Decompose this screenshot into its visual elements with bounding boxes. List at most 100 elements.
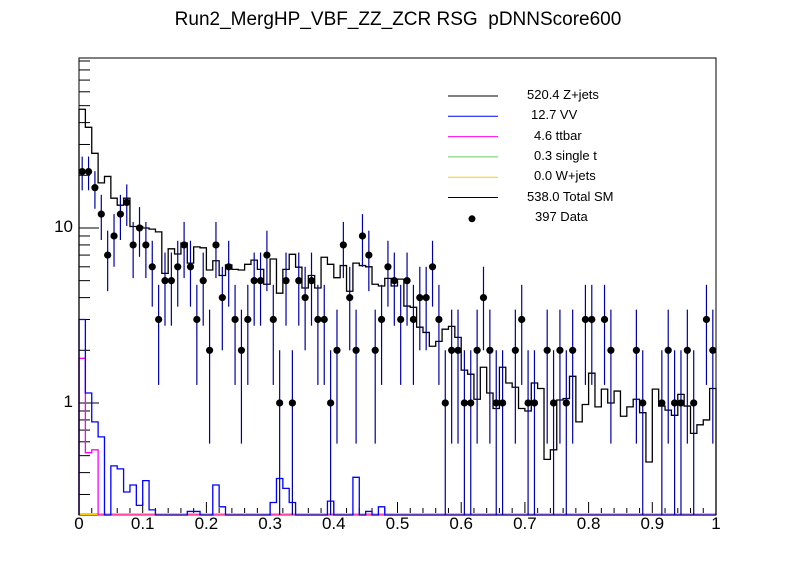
data-point [256,277,265,285]
data-point [110,232,118,240]
data-point [97,210,105,218]
legend-entry-label: 0.3 single t [534,147,597,163]
data-point [129,241,137,249]
data-point [91,184,99,192]
data-point [142,241,150,249]
data-point [358,232,367,240]
x-tick-label: 0.2 [194,514,219,533]
legend-entry-label: 538.0 Total SM [527,188,614,204]
data-point [365,251,373,259]
data-point [167,277,175,285]
data-point [670,399,679,407]
data-point [301,294,309,302]
x-tick-label: 0.9 [640,514,665,533]
data-point [104,251,112,259]
data-point [231,315,239,324]
data-point [78,167,86,176]
data-point [199,277,207,285]
data-point [448,346,456,354]
data-point [218,294,226,302]
data-point [473,346,481,354]
legend-entry-label: 12.7 VV [531,107,578,123]
histograms [78,108,717,516]
data-point [607,346,615,354]
y-tick-label: 10 [54,216,73,236]
data-point [390,277,398,285]
data-point [352,346,360,354]
data-point [428,263,437,271]
data-point [511,346,519,354]
data-point [116,210,125,218]
data-point [409,315,418,324]
legend-marker-data [468,215,476,223]
legend-entry-label: 4.6 ttbar [534,127,582,143]
data-point [632,346,640,354]
data-point [479,294,488,302]
data-point [530,399,539,407]
data-point [180,241,188,249]
data-point [244,315,252,324]
data-point [346,294,354,302]
axes [78,60,717,515]
data-point [269,315,277,324]
legend-marks [448,95,498,223]
data-point [333,346,341,354]
chart-title: Run2_MergHP_VBF_ZZ_ZCR RSG pDNNScore600 [174,9,622,30]
hist-ttbar [78,357,716,516]
data-point [556,346,564,354]
data-point [543,346,551,354]
data-point [371,346,379,354]
x-tick-label: 0.6 [449,514,473,533]
data-point [397,315,405,324]
data-point [384,263,392,271]
data-point [486,346,494,354]
data-point [327,399,335,407]
x-tick-label: 0.3 [258,514,282,533]
data-point [123,198,131,207]
data-point [709,346,717,354]
data-point [600,315,609,324]
data-point [276,399,284,407]
data-point [377,315,386,324]
data-point [683,346,691,354]
data-point [250,277,258,285]
x-tick-label: 0.5 [385,514,410,533]
data-point [422,294,430,302]
data-point [186,263,195,271]
data-point [155,315,163,324]
data-point [524,399,532,407]
data-point [161,277,169,285]
data-point [205,346,214,354]
legend-entry-label: 520.4 Z+jets [527,87,599,102]
data-point [518,315,526,324]
data-point [339,241,347,249]
data-point [148,263,156,271]
x-tick-label: 0 [74,514,84,533]
data-point [581,315,590,324]
data-point [225,263,233,271]
data-point [307,277,316,285]
data-point [467,399,475,407]
data-point [282,277,290,285]
data-point [84,167,93,176]
data-point [702,315,711,324]
data-point [677,399,685,407]
data-point [460,399,468,407]
hist-total-sm [78,108,717,515]
data-point [212,241,220,249]
data-point [237,346,246,354]
data-point [435,315,443,324]
data-point [288,399,296,407]
data-point [492,399,500,407]
data-point [416,294,424,302]
x-tick-label: 0.4 [321,514,346,533]
data-point [295,277,303,285]
y-tick-label: 1 [63,391,73,411]
hist-vv [78,318,716,516]
data-point [314,315,322,324]
data-points [78,156,717,515]
data-point [174,263,182,271]
data-point [549,399,558,407]
data-point [403,277,411,285]
